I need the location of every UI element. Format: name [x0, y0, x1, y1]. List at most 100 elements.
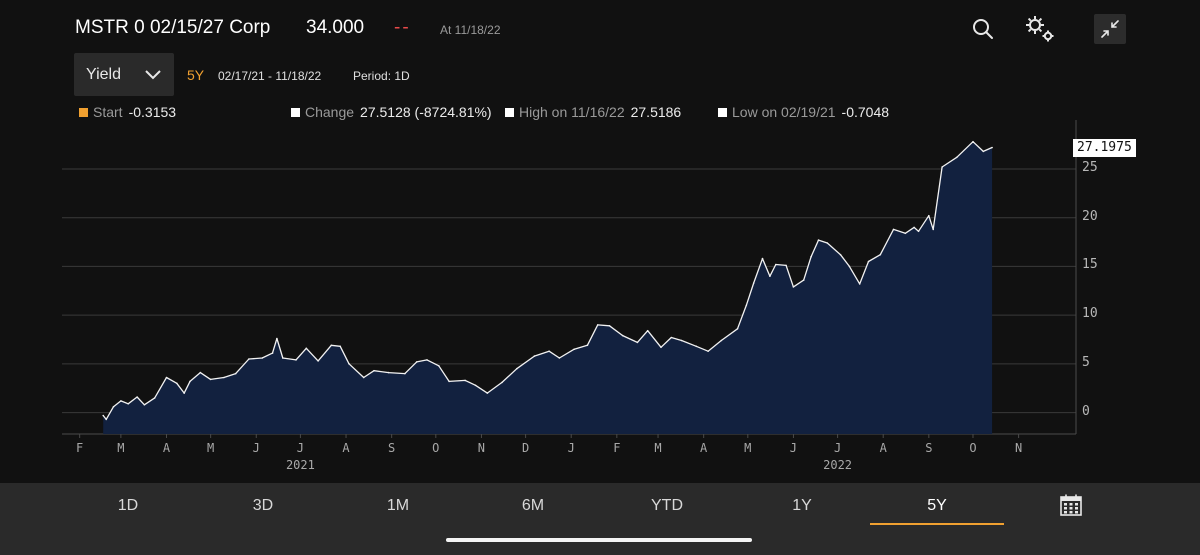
series-point: [295, 359, 297, 361]
series-point: [112, 405, 115, 408]
start-label: Start: [93, 104, 123, 120]
security-title: MSTR 0 02/15/27 Corp: [75, 17, 271, 38]
series-point: [858, 283, 861, 285]
series-point: [516, 367, 518, 370]
x-tick-label: S: [388, 441, 396, 455]
series-point: [282, 357, 284, 359]
series-line: [102, 141, 993, 421]
series-point: [636, 341, 639, 344]
series-point: [928, 214, 930, 217]
chevron-down-icon: [145, 70, 161, 80]
home-indicator: [446, 538, 752, 542]
series-point: [501, 381, 503, 384]
series-point: [339, 345, 342, 348]
x-tick-label: M: [117, 441, 125, 455]
search-icon: [973, 19, 993, 39]
tab-1y[interactable]: 1Y: [792, 497, 812, 514]
last-price: 34.000: [306, 17, 365, 38]
series-point: [670, 336, 673, 339]
series-point: [941, 166, 943, 168]
low-value: -0.7048: [841, 104, 890, 120]
x-tick-label: J: [789, 441, 798, 455]
high-value: 27.5186: [630, 104, 682, 120]
stat-start: Start -0.3153: [79, 104, 176, 120]
series-point: [486, 392, 489, 394]
gears-icon: [1026, 16, 1054, 42]
collapse-button[interactable]: [1094, 14, 1126, 44]
series-point: [234, 372, 237, 375]
series-point: [317, 360, 319, 362]
series-point: [761, 257, 764, 260]
series-point: [261, 357, 264, 359]
series-point: [802, 279, 805, 281]
series-point: [917, 230, 920, 233]
series-point: [720, 339, 723, 342]
series-area: [103, 141, 993, 434]
series-point: [189, 380, 191, 383]
x-tick-label: J: [567, 441, 575, 455]
period-label: Period: 1D: [353, 69, 410, 83]
series-point: [373, 369, 375, 372]
series-point: [438, 365, 440, 367]
x-tick-label: M: [744, 441, 752, 455]
series-point: [415, 361, 418, 363]
series-point: [183, 392, 185, 394]
series-point: [839, 253, 842, 256]
series-point: [680, 339, 683, 342]
last-value-tag: 27.1975: [1073, 138, 1136, 157]
stat-high: High on 11/16/22 27.5186: [505, 104, 681, 120]
field-dropdown[interactable]: Yield: [74, 53, 174, 96]
series-point: [209, 378, 212, 381]
yield-chart[interactable]: [0, 0, 1200, 480]
series-point: [608, 325, 611, 327]
active-tab-indicator: [870, 523, 1004, 525]
y-tick-label: 0: [1082, 403, 1090, 419]
y-tick-label: 5: [1082, 354, 1090, 370]
series-point: [426, 359, 428, 361]
series-point: [982, 150, 985, 153]
year-label: 2021: [285, 458, 315, 472]
series-point: [879, 253, 882, 256]
as-of-date: At 11/18/22: [440, 23, 501, 37]
stat-change: Change 27.5128 (-8724.81%): [291, 104, 492, 120]
series-point: [932, 228, 934, 231]
tab-1d[interactable]: 1D: [117, 497, 139, 514]
series-point: [348, 363, 350, 365]
x-tick-label: J: [252, 441, 260, 455]
tab-5y[interactable]: 5Y: [927, 497, 947, 514]
series-point: [136, 396, 138, 398]
series-point: [165, 376, 168, 379]
low-label: Low on 02/19/21: [732, 104, 836, 120]
series-point: [248, 358, 250, 360]
series-point: [558, 357, 561, 359]
search-button[interactable]: [968, 14, 998, 44]
range-label[interactable]: 5Y: [187, 67, 205, 83]
x-tick-label: F: [613, 441, 621, 455]
series-point: [991, 146, 993, 149]
series-point: [586, 344, 589, 347]
tab-1m[interactable]: 1M: [386, 497, 410, 514]
range-tab-bar: [0, 483, 1200, 555]
x-tick-label: J: [296, 441, 305, 455]
settings-button[interactable]: [1022, 12, 1058, 46]
series-point: [646, 329, 649, 332]
x-tick-label: O: [432, 441, 440, 455]
series-point: [596, 324, 599, 326]
tab-6m[interactable]: 6M: [521, 497, 545, 514]
series-point: [362, 376, 365, 379]
x-tick-label: F: [76, 441, 84, 455]
series-point: [736, 328, 739, 330]
tab-3d[interactable]: 3D: [252, 497, 274, 514]
series-point: [223, 376, 225, 379]
calendar-button[interactable]: [1060, 494, 1082, 516]
collapse-arrows-icon: [1101, 20, 1119, 38]
series-point: [330, 344, 333, 347]
series-point: [817, 239, 820, 241]
tab-ytd[interactable]: YTD: [651, 497, 683, 514]
series-point: [199, 371, 202, 374]
x-tick-label: N: [477, 441, 486, 455]
change-label: Change: [305, 104, 355, 120]
x-tick-label: N: [1014, 441, 1023, 455]
y-tick-label: 15: [1082, 257, 1098, 273]
y-tick-label: 20: [1082, 208, 1098, 224]
